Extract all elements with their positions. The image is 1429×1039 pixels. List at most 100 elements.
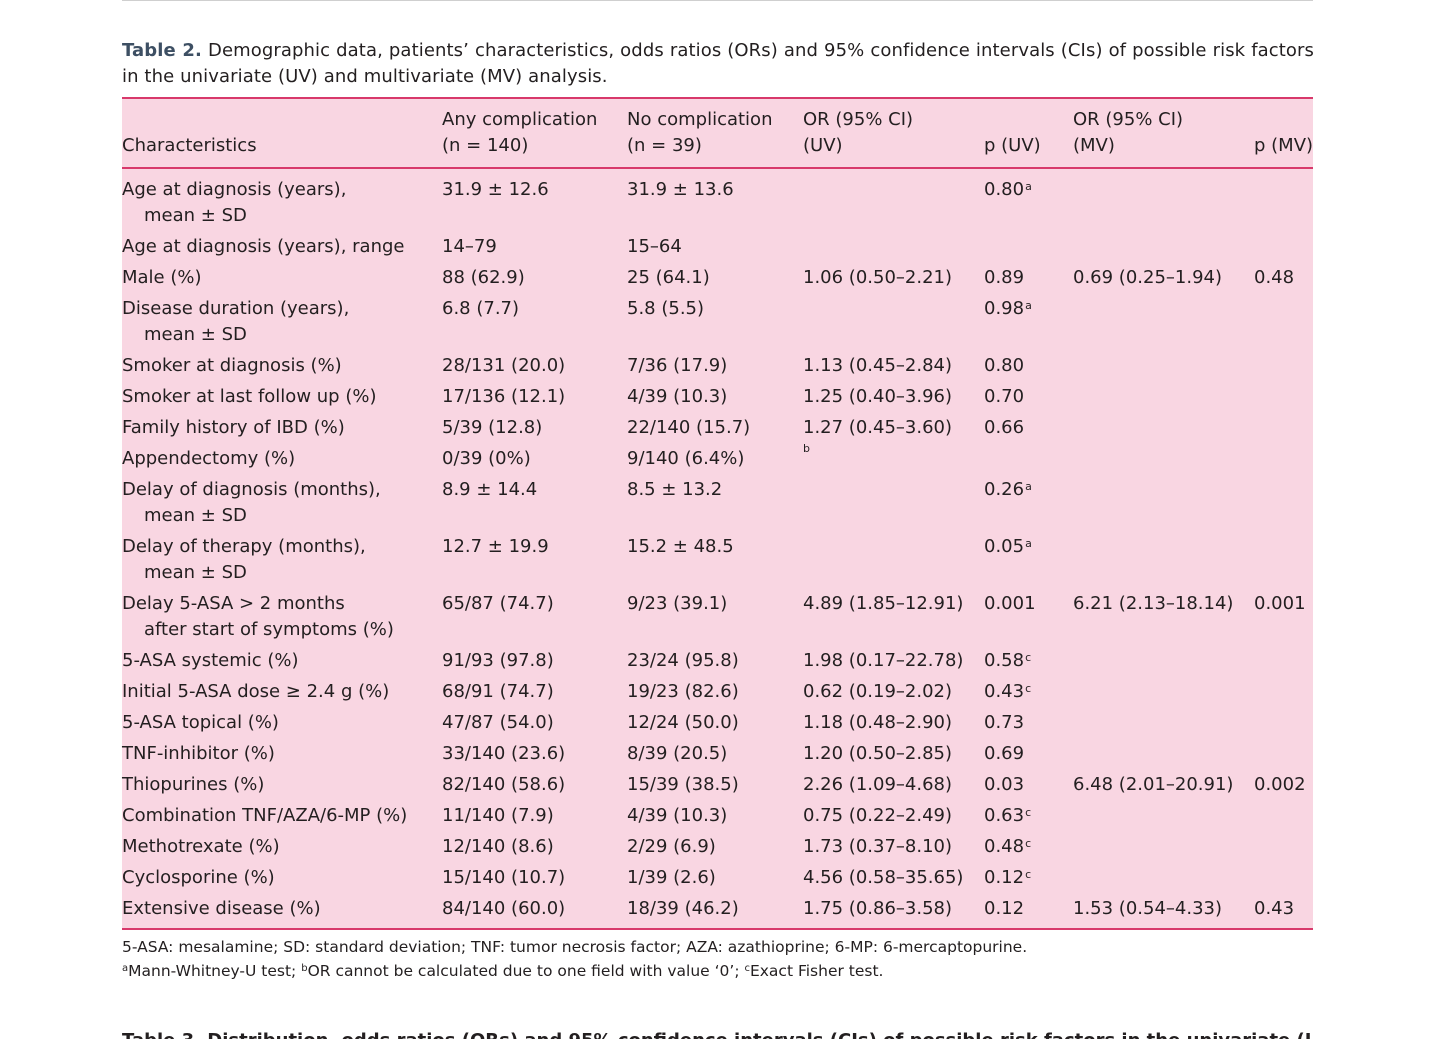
cell-or-uv: 1.06 (0.50–2.21) [803, 267, 953, 288]
table-row: Appendectomy (%) 0/39 (0%) 9/140 (6.4%) b [122, 442, 1313, 477]
cell-p-uv: 0.43c [984, 681, 1032, 702]
cell-no-complication: 18/39 (46.2) [627, 898, 739, 919]
cell-no-complication: 19/23 (82.6) [627, 681, 739, 702]
cell-no-complication: 9/140 (6.4%) [627, 448, 745, 469]
cell-any-complication: 11/140 (7.9) [442, 805, 554, 826]
cell-or-uv: 1.98 (0.17–22.78) [803, 650, 964, 671]
cell-p-uv: 0.73 [984, 712, 1025, 733]
footnote-a-text: Mann-Whitney-U test; [128, 962, 302, 980]
cell-any-complication: 12/140 (8.6) [442, 836, 554, 857]
cell-any-complication: 0/39 (0%) [442, 448, 531, 469]
cell-p-uv: 0.12c [984, 867, 1032, 888]
table-row: Initial 5-ASA dose ≥ 2.4 g (%) 68/91 (74.… [122, 679, 1313, 710]
cell-characteristic: Combination TNF/AZA/6-MP (%) [122, 805, 408, 826]
table-row: 5-ASA topical (%) 47/87 (54.0) 12/24 (50.0… [122, 710, 1313, 741]
cell-p-uv: 0.70 [984, 386, 1025, 407]
footnote-c-text: Exact Fisher test. [749, 962, 884, 980]
cell-no-complication: 15/39 (38.5) [627, 774, 739, 795]
cell-or-mv: 1.53 (0.54–4.33) [1073, 898, 1223, 919]
footnote-reference: c [1025, 651, 1032, 664]
cell-or-uv: 1.13 (0.45–2.84) [803, 355, 953, 376]
footnote-abbreviations: 5-ASA: mesalamine; SD: standard deviatio… [122, 938, 1028, 956]
next-table-text: Table 3. Distribution, odds ratios (ORs)… [122, 1028, 1312, 1039]
cell-or-uv: 0.62 (0.19–2.02) [803, 681, 953, 702]
cell-or-uv: b [803, 442, 810, 474]
cell-or-mv: 6.21 (2.13–18.14) [1073, 593, 1234, 614]
cell-characteristic: TNF-inhibitor (%) [122, 743, 275, 764]
cell-p-mv: 0.48 [1254, 267, 1295, 288]
cell-p-uv: 0.001 [984, 593, 1036, 614]
cell-no-complication: 2/29 (6.9) [627, 836, 716, 857]
cell-any-complication: 68/91 (74.7) [442, 681, 554, 702]
header-p-mv: p (MV) [1254, 135, 1314, 156]
table-row: Smoker at last follow up (%) 17/136 (12.1… [122, 384, 1313, 415]
table-row: Extensive disease (%) 84/140 (60.0) 18/39 … [122, 896, 1313, 927]
cell-or-uv: 1.75 (0.86–3.58) [803, 898, 953, 919]
cell-or-uv: 1.73 (0.37–8.10) [803, 836, 953, 857]
footnote-b-mark: b [301, 963, 308, 974]
footnote-b-text: OR cannot be calculated due to one field… [307, 962, 745, 980]
cell-any-complication: 88 (62.9) [442, 267, 525, 288]
footnote-reference: a [1025, 299, 1032, 312]
cell-no-complication: 5.8 (5.5) [627, 298, 705, 319]
cell-characteristic: Initial 5-ASA dose ≥ 2.4 g (%) [122, 681, 390, 702]
cell-no-complication: 22/140 (15.7) [627, 417, 751, 438]
footnote-reference: c [1025, 806, 1032, 819]
cell-p-uv: 0.69 [984, 743, 1025, 764]
cell-or-uv: 1.27 (0.45–3.60) [803, 417, 953, 438]
cell-p-mv: 0.002 [1254, 774, 1306, 795]
table-row: TNF-inhibitor (%) 33/140 (23.6) 8/39 (20.5… [122, 741, 1313, 772]
cell-no-complication: 31.9 ± 13.6 [627, 179, 734, 200]
cell-any-complication: 31.9 ± 12.6 [442, 179, 549, 200]
table-row: Cyclosporine (%) 15/140 (10.7) 1/39 (2.6) 4… [122, 865, 1313, 896]
cell-characteristic: Male (%) [122, 267, 202, 288]
cell-p-uv: 0.26a [984, 479, 1032, 500]
cell-any-complication: 8.9 ± 14.4 [442, 479, 538, 500]
header-or-uv: OR (95% CI) (UV) [803, 109, 914, 156]
cell-any-complication: 15/140 (10.7) [442, 867, 566, 888]
table-row: Combination TNF/AZA/6-MP (%) 11/140 (7.9)… [122, 803, 1313, 834]
cell-p-uv: 0.12 [984, 898, 1025, 919]
table-row: Thiopurines (%) 82/140 (58.6) 15/39 (38.5)… [122, 772, 1313, 803]
table-row: Disease duration (years), mean ± SD 6.8 (7… [122, 296, 1313, 353]
cell-characteristic: Cyclosporine (%) [122, 867, 275, 888]
cell-characteristic: Extensive disease (%) [122, 898, 321, 919]
footnote-reference: c [1025, 837, 1032, 850]
cell-characteristic: 5-ASA topical (%) [122, 712, 279, 733]
cell-any-complication: 65/87 (74.7) [442, 593, 554, 614]
table-row: Delay of diagnosis (months), mean ± SD 8.9… [122, 477, 1313, 534]
cell-p-uv: 0.80 [984, 355, 1025, 376]
footnote-a-mark: a [122, 963, 129, 974]
cell-no-complication: 8.5 ± 13.2 [627, 479, 723, 500]
cell-or-uv: 1.25 (0.40–3.96) [803, 386, 953, 407]
footnote-reference: a [1025, 537, 1032, 550]
results-table: Characteristics Any complication (n = 14… [122, 97, 1313, 930]
cell-no-complication: 9/23 (39.1) [627, 593, 728, 614]
footnote-b-reference: b [803, 442, 810, 455]
cell-or-uv: 4.56 (0.58–35.65) [803, 867, 964, 888]
cell-p-uv: 0.98a [984, 298, 1032, 319]
cell-no-complication: 23/24 (95.8) [627, 650, 739, 671]
table-caption: Table 2. Demographic data, patients’ cha… [122, 38, 1314, 90]
cell-characteristic: Disease duration (years), mean ± SD [122, 298, 350, 345]
cell-no-complication: 7/36 (17.9) [627, 355, 728, 376]
header-or-mv: OR (95% CI) (MV) [1073, 109, 1184, 156]
cell-characteristic: Smoker at diagnosis (%) [122, 355, 342, 376]
next-table-caption-cutoff: Table 3. Distribution, odds ratios (ORs)… [122, 1028, 1312, 1039]
cell-characteristic: Smoker at last follow up (%) [122, 386, 377, 407]
cell-or-mv: 6.48 (2.01–20.91) [1073, 774, 1234, 795]
cell-no-complication: 15.2 ± 48.5 [627, 536, 734, 557]
cell-no-complication: 1/39 (2.6) [627, 867, 716, 888]
table-row: Age at diagnosis (years), range 14–79 15–6… [122, 234, 1313, 265]
table-row: Delay 5-ASA > 2 months after start of sym… [122, 591, 1313, 648]
cell-characteristic: Age at diagnosis (years), mean ± SD [122, 179, 347, 226]
table-row: Family history of IBD (%) 5/39 (12.8) 22/1… [122, 415, 1313, 446]
footnote-reference: c [1025, 682, 1032, 695]
header-characteristics: Characteristics [122, 135, 257, 156]
cell-characteristic: Appendectomy (%) [122, 448, 296, 469]
table-header: Characteristics Any complication (n = 14… [122, 99, 1313, 169]
cell-characteristic: Delay of diagnosis (months), mean ± SD [122, 479, 381, 526]
table-row: Age at diagnosis (years), mean ± SD 31.9 ±… [122, 177, 1313, 234]
cell-any-complication: 17/136 (12.1) [442, 386, 566, 407]
cell-any-complication: 5/39 (12.8) [442, 417, 543, 438]
